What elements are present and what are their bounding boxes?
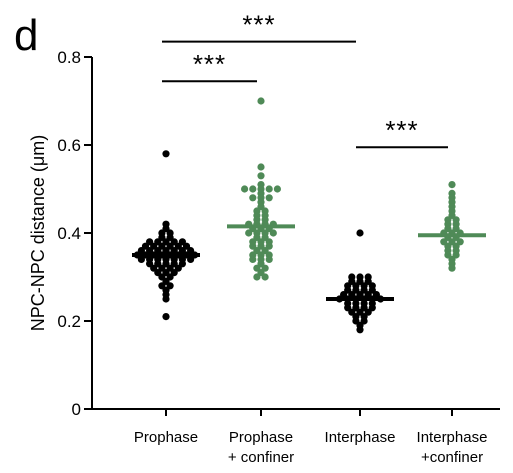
- data-point: [265, 255, 273, 263]
- panel-letter: d: [14, 11, 38, 60]
- data-point: [162, 150, 170, 158]
- data-point: [448, 181, 456, 189]
- data-point: [249, 185, 257, 193]
- category-label: + confiner: [228, 449, 294, 466]
- data-point: [241, 185, 249, 193]
- data-point: [273, 185, 281, 193]
- category-label: +confiner: [421, 449, 483, 466]
- data-point: [137, 255, 145, 263]
- category-labels: Prophase Prophase + confiner Interphase Inte…: [134, 429, 488, 466]
- data-point: [249, 194, 257, 202]
- data-point: [265, 185, 273, 193]
- data-point: [253, 273, 261, 281]
- category-label: Prophase: [229, 429, 293, 446]
- data-point: [257, 163, 265, 171]
- category-label: Interphase: [325, 429, 396, 446]
- data-point: [187, 255, 195, 263]
- data-point: [245, 229, 253, 237]
- data-point: [257, 97, 265, 105]
- data-point: [448, 264, 456, 272]
- y-tick-label: 0.2: [57, 312, 81, 331]
- data-point: [162, 295, 170, 303]
- significance-label: ***: [385, 115, 418, 145]
- mean-lines-layer: [132, 224, 486, 301]
- data-point: [162, 313, 170, 321]
- significance-label: ***: [242, 10, 275, 40]
- y-axis: 0 0.2 0.4 0.6 0.8: [57, 48, 500, 419]
- category-label: Prophase: [134, 429, 198, 446]
- significance-layer: *** *** ***: [162, 10, 448, 149]
- data-point: [261, 273, 269, 281]
- data-point: [269, 229, 277, 237]
- data-point: [257, 172, 265, 180]
- y-tick-label: 0.6: [57, 136, 81, 155]
- y-tick-label: 0.4: [57, 224, 81, 243]
- data-point: [356, 326, 364, 334]
- significance-label: ***: [193, 49, 226, 79]
- y-axis-title: NPC-NPC distance (μm): [28, 135, 48, 331]
- data-point: [356, 229, 364, 237]
- category-label: Interphase: [417, 429, 488, 446]
- y-tick-label: 0.8: [57, 48, 81, 67]
- y-tick-label: 0: [72, 400, 81, 419]
- data-point: [265, 194, 273, 202]
- data-point: [249, 255, 257, 263]
